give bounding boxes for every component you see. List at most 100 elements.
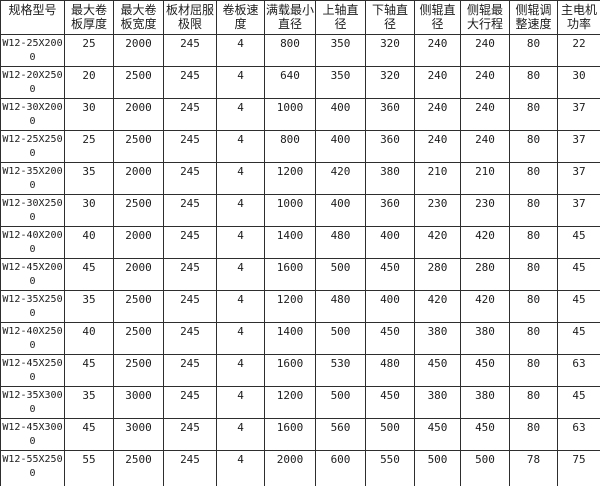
table-row: W12-45X2500 45 2500 245 4 1600 530 480 450 450 80 6… [0, 354, 600, 387]
table-cell: 45 [557, 322, 600, 355]
table-cell: 40 [64, 322, 114, 355]
model-cell: W12-35X2500 [0, 290, 65, 323]
table-cell: 245 [163, 258, 217, 291]
table-cell: 25 [64, 130, 114, 163]
table-cell: 78 [509, 450, 558, 486]
table-cell: 2000 [113, 226, 164, 259]
table-cell: 1000 [264, 98, 316, 131]
model-cell: W12-45X3000 [0, 418, 65, 451]
table-cell: 500 [414, 450, 461, 486]
table-cell: 380 [460, 322, 510, 355]
table-cell: 245 [163, 66, 217, 99]
table-cell: 420 [414, 226, 461, 259]
table-cell: 500 [315, 386, 366, 419]
table-cell: 400 [365, 226, 415, 259]
table-cell: 20 [64, 66, 114, 99]
table-cell: 55 [64, 450, 114, 486]
table-cell: 40 [64, 226, 114, 259]
table-cell: 37 [557, 130, 600, 163]
table-cell: 400 [365, 290, 415, 323]
table-cell: 4 [216, 34, 265, 67]
table-cell: 380 [365, 162, 415, 195]
column-header: 满载最小直径 [264, 0, 316, 35]
table-cell: 45 [64, 258, 114, 291]
table-cell: 420 [315, 162, 366, 195]
column-header: 最大卷板宽度 [113, 0, 164, 35]
table-cell: 240 [414, 130, 461, 163]
column-header: 板材屈服极限 [163, 0, 217, 35]
table-cell: 245 [163, 450, 217, 486]
table-row: W12-20X2500 20 2500 245 4 640 350 320 240 240 80 30 [0, 66, 600, 99]
table-cell: 45 [557, 290, 600, 323]
table-cell: 80 [509, 34, 558, 67]
table-cell: 1600 [264, 418, 316, 451]
table-cell: 4 [216, 98, 265, 131]
table-cell: 280 [414, 258, 461, 291]
table-cell: 80 [509, 290, 558, 323]
table-cell: 25 [64, 34, 114, 67]
model-cell: W12-20X2500 [0, 66, 65, 99]
table-cell: 4 [216, 290, 265, 323]
table-cell: 560 [315, 418, 366, 451]
table-cell: 245 [163, 226, 217, 259]
table-cell: 37 [557, 162, 600, 195]
table-cell: 2000 [113, 162, 164, 195]
table-row: W12-30X2000 30 2000 245 4 1000 400 360 240 240 80 3… [0, 98, 600, 131]
table-cell: 320 [365, 34, 415, 67]
model-cell: W12-25X2000 [0, 34, 65, 67]
table-cell: 500 [365, 418, 415, 451]
table-cell: 80 [509, 98, 558, 131]
table-cell: 530 [315, 354, 366, 387]
table-cell: 22 [557, 34, 600, 67]
table-cell: 4 [216, 354, 265, 387]
column-header: 上轴直径 [315, 0, 366, 35]
table-cell: 350 [315, 66, 366, 99]
table-cell: 245 [163, 194, 217, 227]
table-cell: 80 [509, 226, 558, 259]
model-cell: W12-40X2500 [0, 322, 65, 355]
table-cell: 80 [509, 322, 558, 355]
table-cell: 360 [365, 130, 415, 163]
table-cell: 400 [315, 98, 366, 131]
table-cell: 4 [216, 450, 265, 486]
table-cell: 245 [163, 98, 217, 131]
table-cell: 1600 [264, 258, 316, 291]
table-cell: 35 [64, 290, 114, 323]
table-cell: 1400 [264, 226, 316, 259]
table-cell: 450 [365, 386, 415, 419]
table-cell: 245 [163, 354, 217, 387]
table-cell: 80 [509, 354, 558, 387]
table-cell: 45 [557, 386, 600, 419]
table-cell: 45 [64, 354, 114, 387]
table-cell: 480 [315, 290, 366, 323]
table-row: W12-45X3000 45 3000 245 4 1600 560 500 450 450 80 6… [0, 418, 600, 451]
table-cell: 800 [264, 130, 316, 163]
table-cell: 380 [460, 386, 510, 419]
model-cell: W12-45X2000 [0, 258, 65, 291]
table-cell: 240 [414, 98, 461, 131]
table-cell: 480 [315, 226, 366, 259]
column-header: 卷板速度 [216, 0, 265, 35]
table-cell: 640 [264, 66, 316, 99]
table-cell: 80 [509, 66, 558, 99]
table-cell: 45 [557, 258, 600, 291]
table-cell: 2000 [264, 450, 316, 486]
table-row: W12-35X3000 35 3000 245 4 1200 500 450 380 380 80 4… [0, 386, 600, 419]
model-cell: W12-35X3000 [0, 386, 65, 419]
table-cell: 2500 [113, 194, 164, 227]
table-cell: 2000 [113, 258, 164, 291]
table-cell: 450 [365, 322, 415, 355]
table-cell: 240 [460, 66, 510, 99]
table-row: W12-25X2000 25 2000 245 4 800 350 320 240 240 80 22 [0, 34, 600, 67]
table-cell: 380 [414, 386, 461, 419]
table-body: W12-25X2000 25 2000 245 4 800 350 320 240 240 80 22… [0, 34, 600, 486]
table-cell: 4 [216, 162, 265, 195]
table-cell: 35 [64, 162, 114, 195]
column-header: 侧辊最大行程 [460, 0, 510, 35]
table-cell: 210 [414, 162, 461, 195]
table-cell: 1600 [264, 354, 316, 387]
table-cell: 80 [509, 162, 558, 195]
table-cell: 63 [557, 418, 600, 451]
column-header: 侧辊直径 [414, 0, 461, 35]
